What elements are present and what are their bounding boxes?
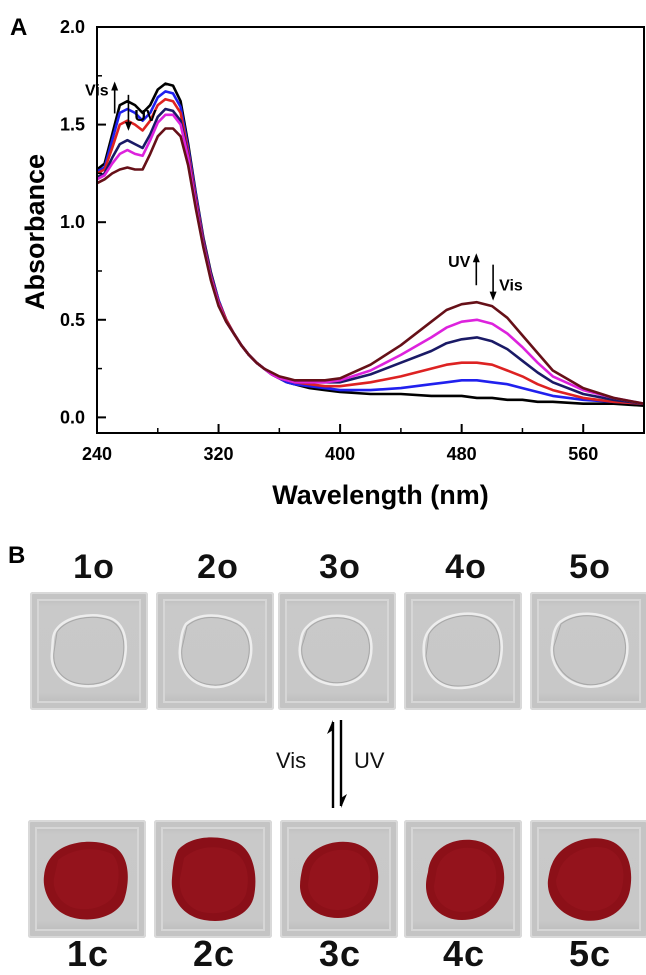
- annotation-arrowhead-4: [489, 291, 497, 301]
- film-2o: [156, 592, 274, 710]
- annotation-1: Vis: [85, 82, 109, 99]
- film-4o: [404, 592, 522, 710]
- annotation-arrowhead-1: [111, 81, 119, 91]
- series-line-1: [96, 82, 645, 407]
- film-5o-outline: [550, 612, 629, 688]
- panel-b: B 1o 2o 3o 4o 5o Vis UV: [0, 540, 646, 975]
- film-2o-outline: [178, 614, 253, 689]
- series-line-6: [96, 127, 645, 405]
- x-tick-label-240: 240: [82, 444, 112, 464]
- annotation-3: UV: [448, 254, 471, 271]
- label-4o: 4o: [445, 548, 487, 586]
- y-axis-title: Absorbance: [20, 154, 50, 310]
- annotation-arrowhead-2: [124, 121, 132, 131]
- y-tick-label-2: 1.0: [60, 212, 85, 232]
- x-tick-label-480: 480: [447, 444, 477, 464]
- label-3c: 3c: [318, 933, 362, 974]
- switch-vis-label: Vis: [276, 748, 307, 773]
- label-5o: 5o: [569, 548, 611, 586]
- annotation-arrowhead-3: [472, 253, 480, 263]
- label-2c: 2c: [192, 933, 236, 974]
- film-4o-outline: [422, 612, 503, 690]
- x-tick-label-560: 560: [568, 444, 598, 464]
- film-2c: [154, 820, 272, 938]
- absorbance-chart: 240 320 400 480 560 0.0 0.5 1.0 1.5 2.0 Wavelength…: [20, 17, 645, 510]
- label-1o: 1o: [73, 548, 115, 586]
- film-5o: [530, 592, 646, 710]
- film-5c: [530, 820, 646, 938]
- plot-frame: [96, 26, 645, 434]
- annotation-2: UV: [134, 108, 157, 125]
- film-3c: [280, 820, 398, 938]
- panel-a-label: A: [10, 14, 28, 41]
- film-4c: [404, 820, 522, 938]
- label-5c: 5c: [568, 933, 612, 974]
- series-line-2: [96, 90, 645, 405]
- panel-b-label: B: [8, 542, 26, 569]
- switch-arrows-icon: [327, 720, 347, 808]
- label-3o: 3o: [319, 548, 361, 586]
- series-line-4: [96, 107, 645, 405]
- label-1c: 1c: [66, 933, 110, 974]
- y-tick-label-1: 0.5: [60, 310, 85, 330]
- film-3o-outline: [298, 614, 373, 686]
- film-1o-outline: [50, 614, 127, 688]
- y-tick-label-0: 0.0: [60, 407, 85, 427]
- label-2o: 2o: [197, 548, 239, 586]
- x-axis-title: Wavelength (nm): [272, 480, 489, 510]
- annotation-4: Vis: [499, 278, 523, 295]
- switch-uv-label: UV: [354, 748, 385, 773]
- label-4c: 4c: [442, 933, 486, 974]
- series-line-3: [96, 97, 645, 405]
- film-1o: [30, 592, 148, 710]
- x-tick-label-320: 320: [204, 444, 234, 464]
- y-tick-label-3: 1.5: [60, 115, 85, 135]
- x-tick-label-400: 400: [325, 444, 355, 464]
- y-tick-label-4: 2.0: [60, 17, 85, 37]
- series-line-5: [96, 113, 645, 405]
- film-1c: [28, 820, 146, 938]
- film-3o: [278, 592, 396, 710]
